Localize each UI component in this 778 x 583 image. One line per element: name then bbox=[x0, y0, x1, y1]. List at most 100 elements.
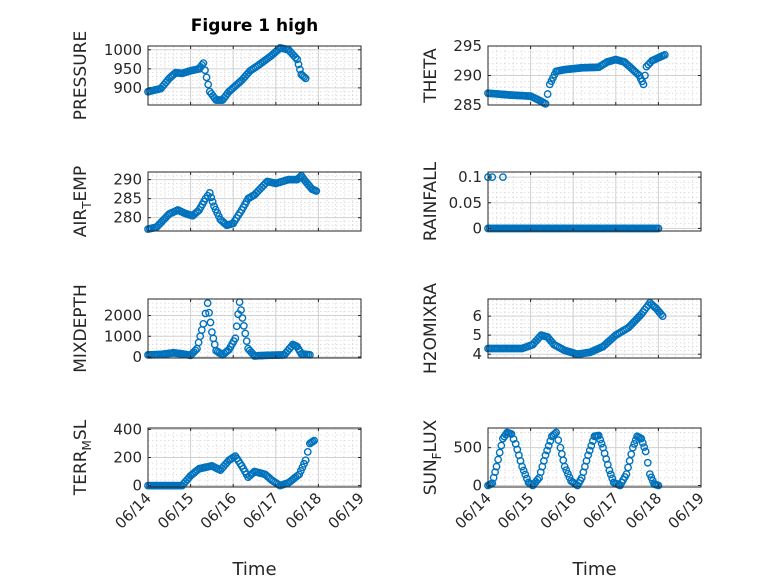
y-axis-label: PRESSURE bbox=[71, 31, 91, 120]
y-tick-label: 0 bbox=[132, 348, 142, 366]
y-tick-label: 4 bbox=[472, 345, 482, 363]
data-point bbox=[543, 446, 552, 455]
x-tick-label: 06/19 bbox=[665, 489, 708, 532]
data-point bbox=[199, 319, 208, 328]
y-tick-label: 0 bbox=[472, 219, 482, 237]
x-tick-label: 06/18 bbox=[622, 489, 665, 532]
data-point bbox=[291, 53, 300, 62]
data-point bbox=[301, 456, 310, 465]
data-point bbox=[597, 439, 606, 448]
x-tick-label: 06/17 bbox=[579, 489, 622, 532]
data-point bbox=[654, 224, 663, 233]
data-point bbox=[643, 458, 652, 467]
x-tick-label: 06/14 bbox=[452, 489, 495, 532]
data-point bbox=[546, 437, 555, 445]
axes-frame bbox=[487, 298, 702, 359]
data-point bbox=[605, 466, 614, 475]
y-axis-label: MIXDEPTH bbox=[71, 284, 91, 373]
data-point bbox=[301, 74, 310, 83]
x-axis-label: Time bbox=[571, 559, 616, 580]
data-point bbox=[637, 434, 646, 443]
grid bbox=[148, 298, 361, 358]
data-point bbox=[521, 470, 530, 479]
data-point bbox=[560, 462, 569, 471]
data-point bbox=[232, 322, 241, 331]
y-tick-label: 400 bbox=[113, 420, 142, 438]
data-point bbox=[294, 60, 303, 69]
data-point bbox=[584, 451, 593, 460]
data-point bbox=[630, 439, 639, 448]
data-point bbox=[242, 337, 251, 345]
data-point bbox=[293, 55, 301, 64]
axes-frame bbox=[487, 427, 702, 488]
x-tick-label: 06/18 bbox=[282, 489, 325, 532]
y-tick-label: 280 bbox=[113, 209, 142, 227]
x-tick-label: 06/14 bbox=[112, 489, 155, 532]
data-point bbox=[202, 73, 211, 82]
y-tick-label: 0 bbox=[132, 477, 142, 495]
y-tick-label: 1000 bbox=[104, 327, 142, 345]
x-tick-label: 06/15 bbox=[154, 489, 197, 532]
axes-frame bbox=[147, 171, 362, 232]
data-point bbox=[239, 322, 248, 330]
x-axis-label: Time bbox=[231, 559, 276, 580]
y-tick-label: 0.05 bbox=[449, 194, 482, 212]
data-point bbox=[206, 318, 215, 327]
data-point bbox=[562, 466, 571, 475]
x-tick-label: 06/15 bbox=[494, 489, 537, 532]
y-axis-label: H2OMIXRA bbox=[421, 283, 441, 374]
data-point bbox=[596, 435, 605, 444]
y-tick-label: 295 bbox=[453, 37, 482, 55]
series-markers bbox=[484, 50, 669, 108]
y-tick-label: 900 bbox=[113, 79, 142, 97]
data-point bbox=[303, 447, 312, 456]
data-point bbox=[300, 73, 309, 81]
series-markers bbox=[144, 44, 310, 104]
y-tick-label: 950 bbox=[113, 60, 142, 78]
data-point bbox=[237, 306, 245, 314]
data-point bbox=[550, 429, 559, 438]
y-axis-label: TERRMSL bbox=[71, 419, 94, 496]
axes-background bbox=[487, 171, 702, 232]
series-markers bbox=[484, 298, 667, 359]
y-tick-label: 6 bbox=[472, 307, 482, 325]
data-point bbox=[201, 66, 209, 75]
data-point bbox=[310, 436, 319, 445]
y-tick-label: 0 bbox=[472, 476, 482, 494]
grid bbox=[148, 171, 361, 231]
data-point bbox=[543, 90, 552, 98]
series-markers bbox=[144, 436, 319, 490]
subplot-p6: 456 H2OMIXRA bbox=[421, 283, 702, 374]
x-tick-label: 06/16 bbox=[197, 489, 240, 532]
series-markers bbox=[144, 171, 321, 234]
data-point bbox=[606, 470, 615, 479]
series-markers bbox=[484, 428, 663, 490]
y-tick-label: 500 bbox=[453, 439, 482, 457]
y-tick-label: 290 bbox=[113, 171, 142, 189]
data-point bbox=[499, 173, 507, 182]
data-point bbox=[204, 80, 213, 89]
axes-frame bbox=[147, 45, 362, 106]
data-point bbox=[494, 455, 503, 464]
y-tick-label: 5 bbox=[472, 326, 482, 344]
axes-background bbox=[147, 171, 362, 232]
axes-frame bbox=[147, 298, 362, 359]
x-tick-label: 06/16 bbox=[537, 489, 580, 532]
data-point bbox=[191, 346, 200, 355]
data-point bbox=[641, 71, 649, 80]
data-point bbox=[587, 441, 596, 450]
data-point bbox=[660, 50, 669, 59]
data-point bbox=[594, 431, 603, 440]
data-point bbox=[205, 189, 214, 197]
data-point bbox=[552, 428, 561, 437]
data-point bbox=[201, 309, 210, 318]
data-point bbox=[203, 299, 212, 308]
subplot-p2: 285 290 295 THETA bbox=[421, 37, 702, 114]
data-point bbox=[585, 446, 594, 455]
chart-title: Figure 1 high bbox=[191, 16, 319, 36]
data-point bbox=[541, 451, 550, 460]
y-tick-label: 285 bbox=[453, 96, 482, 114]
data-point bbox=[533, 475, 542, 484]
